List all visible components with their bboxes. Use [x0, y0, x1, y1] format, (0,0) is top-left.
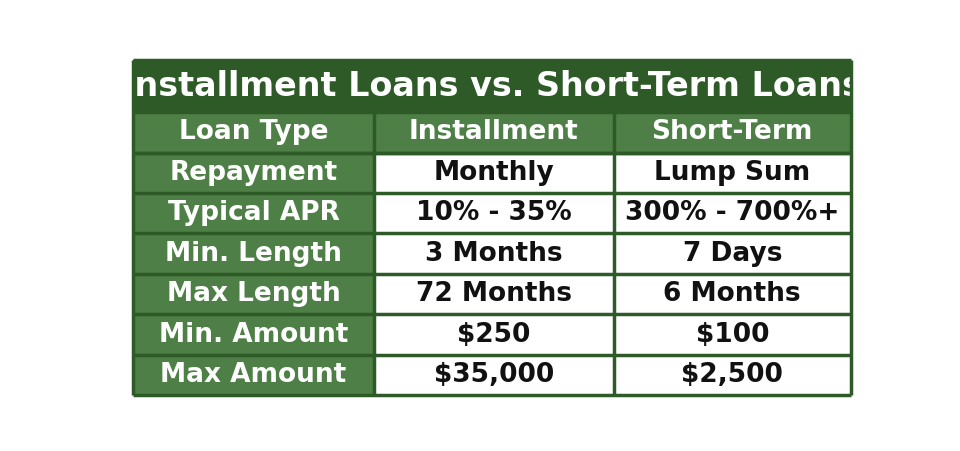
- Text: 7 Days: 7 Days: [683, 241, 782, 267]
- Bar: [614, 193, 851, 234]
- Bar: [373, 112, 614, 153]
- Bar: [133, 153, 373, 193]
- Bar: [373, 153, 614, 193]
- Text: $250: $250: [457, 322, 531, 348]
- Text: Lump Sum: Lump Sum: [654, 160, 810, 186]
- Text: Typical APR: Typical APR: [168, 200, 340, 226]
- Text: $35,000: $35,000: [434, 362, 554, 388]
- Text: Max Amount: Max Amount: [160, 362, 347, 388]
- Bar: [133, 234, 373, 274]
- Text: Min. Amount: Min. Amount: [158, 322, 348, 348]
- Bar: [373, 234, 614, 274]
- Text: Max Length: Max Length: [167, 281, 341, 307]
- Text: 72 Months: 72 Months: [416, 281, 572, 307]
- Text: Min. Length: Min. Length: [165, 241, 342, 267]
- Bar: [373, 314, 614, 355]
- Text: Repayment: Repayment: [170, 160, 338, 186]
- Text: 6 Months: 6 Months: [663, 281, 801, 307]
- Bar: [133, 193, 373, 234]
- Bar: [614, 153, 851, 193]
- Bar: [133, 274, 373, 314]
- Bar: [133, 112, 373, 153]
- Bar: [614, 355, 851, 395]
- Bar: [133, 355, 373, 395]
- Bar: [614, 234, 851, 274]
- Text: 3 Months: 3 Months: [425, 241, 563, 267]
- Bar: [373, 355, 614, 395]
- Text: Installment: Installment: [409, 120, 579, 146]
- Text: Monthly: Monthly: [433, 160, 554, 186]
- Text: 300% - 700%+: 300% - 700%+: [625, 200, 839, 226]
- Bar: [133, 60, 851, 112]
- Bar: [373, 193, 614, 234]
- Text: Installment Loans vs. Short-Term Loans: Installment Loans vs. Short-Term Loans: [122, 70, 862, 103]
- Bar: [614, 112, 851, 153]
- Text: $100: $100: [695, 322, 769, 348]
- Text: Loan Type: Loan Type: [179, 120, 328, 146]
- Bar: [614, 314, 851, 355]
- Bar: [133, 314, 373, 355]
- Bar: [614, 274, 851, 314]
- Bar: [373, 274, 614, 314]
- Text: $2,500: $2,500: [682, 362, 783, 388]
- Text: Short-Term: Short-Term: [652, 120, 813, 146]
- Text: 10% - 35%: 10% - 35%: [416, 200, 571, 226]
